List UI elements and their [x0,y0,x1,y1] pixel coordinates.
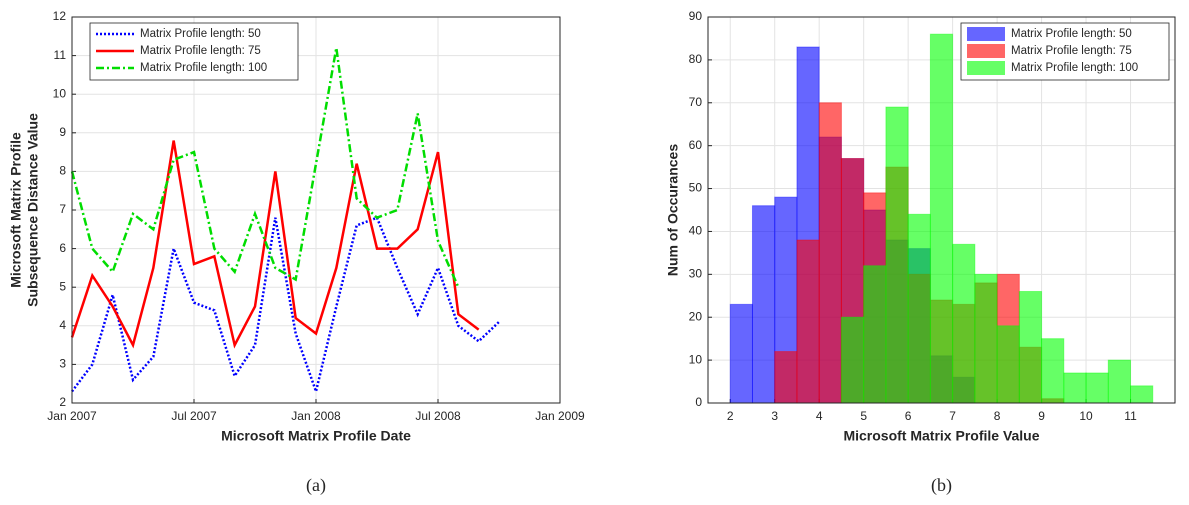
x-tick-label: Jan 2009 [535,409,585,423]
legend-swatch [967,44,1005,58]
x-axis-label: Microsoft Matrix Profile Date [221,428,411,444]
x-tick-label: 8 [994,409,1001,423]
hist-bar [751,205,776,404]
y-tick-label: 80 [689,52,703,66]
legend-label: Matrix Profile length: 100 [140,62,267,74]
x-tick-label: 9 [1038,409,1045,423]
hist-bar [818,102,842,404]
legend-label: Matrix Profile length: 50 [1011,28,1132,40]
hist-bar [796,239,820,404]
y-tick-label: 6 [59,241,66,255]
hist-bar [1041,338,1065,404]
x-axis-label: Microsoft Matrix Profile Value [843,428,1039,444]
y-tick-label: 11 [54,48,67,62]
hist-bar [952,243,976,404]
y-tick-label: 12 [53,9,67,23]
y-tick-label: 50 [689,181,703,195]
x-tick-label: 5 [860,409,867,423]
hist-bar [729,303,753,404]
hist-bar [1063,372,1087,404]
x-tick-label: 3 [771,409,778,423]
x-tick-label: Jan 2007 [47,409,97,423]
legend-label: Matrix Profile length: 50 [140,28,261,40]
axes-frame [707,16,1176,404]
legend-label: Matrix Profile length: 100 [1011,62,1138,74]
x-tick-label: 7 [949,409,956,423]
y-tick-label: 5 [59,279,66,293]
x-tick-label: 6 [905,409,912,423]
y-tick-label: 30 [689,267,703,281]
y-axis-label: Subsequence Distance Value [25,113,41,307]
hist-bar [996,325,1020,404]
y-tick-label: 90 [689,9,703,23]
y-tick-label: 8 [59,164,66,178]
line-series [71,216,500,396]
y-tick-label: 20 [689,309,703,323]
hist-bar [1107,359,1132,404]
y-tick-label: 9 [59,125,66,139]
y-tick-label: 10 [689,352,703,366]
legend-label: Matrix Profile length: 75 [140,45,261,57]
caption: (a) [306,475,326,496]
legend-swatch [967,27,1005,41]
y-tick-label: 2 [59,395,66,409]
hist-bar [907,213,931,404]
hist-bar [840,316,865,404]
y-tick-label: 40 [689,224,703,238]
y-tick-label: 3 [59,357,66,371]
hist-bar [863,265,887,404]
y-axis-label: Num of Occurances [665,144,681,276]
x-tick-label: 2 [727,409,734,423]
hist-bar [1085,372,1109,404]
hist-bar [974,273,998,404]
hist-bar [1018,290,1043,404]
y-tick-label: 7 [59,202,66,216]
legend-label: Matrix Profile length: 75 [1011,45,1132,57]
y-tick-label: 10 [53,86,67,100]
x-tick-label: 4 [816,409,823,423]
x-tick-label: Jan 2008 [291,409,341,423]
hist-bar [774,351,798,404]
axes-frame [71,16,561,404]
hist-bar [885,106,909,404]
y-tick-label: 60 [689,138,703,152]
x-tick-label: 10 [1079,409,1093,423]
y-tick-label: 70 [689,95,703,109]
line-series [70,140,480,349]
caption: (b) [931,475,952,496]
legend-swatch [967,61,1005,75]
x-tick-label: Jul 2007 [171,409,217,423]
x-tick-label: 11 [1124,409,1137,423]
y-axis-label: Microsoft Matrix Profile [8,132,24,288]
hist-bar [929,33,954,404]
hist-bar [1130,385,1154,404]
x-tick-label: Jul 2008 [415,409,461,423]
y-tick-label: 4 [59,318,66,332]
line-series [70,47,460,288]
y-tick-label: 0 [695,395,702,409]
